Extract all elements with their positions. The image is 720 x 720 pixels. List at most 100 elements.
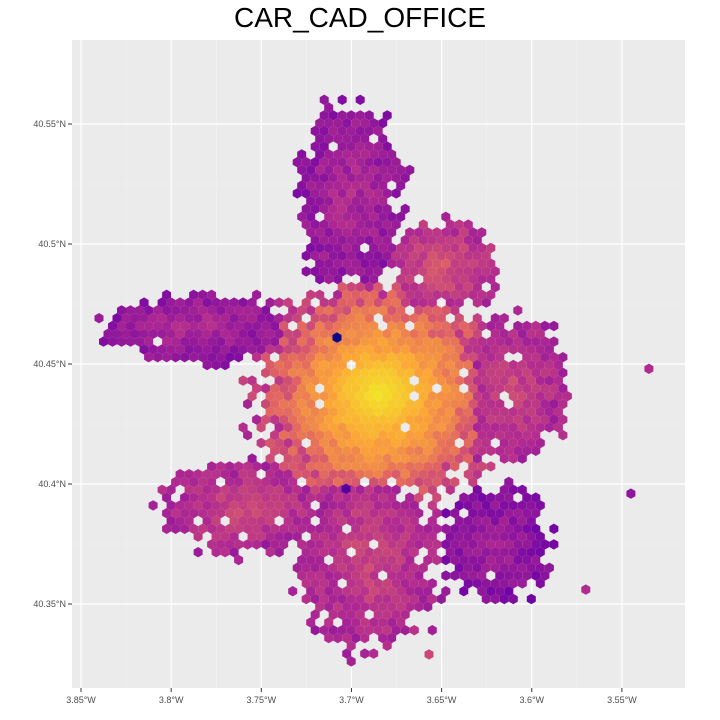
- hex-cell: [315, 133, 325, 144]
- hex-cell: [490, 344, 500, 355]
- hex-cell: [306, 352, 316, 363]
- hex-cell: [360, 118, 370, 129]
- hex-cell: [391, 609, 401, 620]
- hex-cell: [468, 508, 478, 519]
- hex-cell: [522, 320, 532, 332]
- hex-cell: [373, 141, 383, 152]
- hex-cell: [324, 445, 334, 456]
- hex-cell: [333, 632, 343, 644]
- hex-cell: [265, 406, 275, 417]
- hex-cell: [414, 367, 424, 378]
- hex-cell: [409, 313, 419, 324]
- hex-cell: [180, 305, 190, 316]
- hex-cell: [535, 391, 545, 402]
- hex-cell: [198, 320, 208, 332]
- hex-cell: [445, 453, 455, 464]
- hex-cell: [481, 562, 491, 573]
- hex-cell: [396, 414, 406, 425]
- hex-cell: [355, 328, 365, 339]
- hex-cell: [198, 352, 208, 363]
- hex-cell: [526, 344, 536, 355]
- hex-cell: [130, 313, 140, 324]
- hex-cell: [499, 578, 509, 589]
- hex-cell: [337, 94, 347, 105]
- hex-cell: [436, 313, 446, 324]
- hex-cell: [319, 266, 329, 277]
- hex-cell: [346, 157, 356, 168]
- hex-cell: [481, 359, 491, 371]
- hex-cell: [495, 539, 505, 550]
- hex-cell: [252, 352, 262, 363]
- hex-cell: [306, 476, 316, 488]
- hex-cell: [490, 515, 500, 527]
- hex-cell: [382, 437, 392, 449]
- hex-cell: [342, 461, 352, 472]
- hex-cell: [333, 398, 343, 410]
- hex-cell: [292, 406, 302, 417]
- hex-cell: [513, 320, 523, 332]
- hex-cell: [310, 406, 320, 417]
- hex-cell: [207, 336, 217, 347]
- hex-cell: [346, 640, 356, 651]
- hex-cell: [351, 242, 361, 254]
- hex-cell: [369, 648, 379, 659]
- hex-cell: [535, 578, 545, 589]
- hex-cell: [441, 211, 451, 222]
- hex-cell: [256, 531, 266, 542]
- hex-cell: [373, 188, 383, 199]
- hex-cell: [355, 235, 365, 246]
- hex-cell: [369, 289, 379, 300]
- hex-cell: [504, 586, 514, 597]
- hex-cell: [247, 500, 257, 511]
- hex-cell: [387, 367, 397, 378]
- hex-cell: [423, 274, 433, 285]
- hex-cell: [378, 133, 388, 144]
- hex-cell: [499, 484, 509, 495]
- hex-cell: [535, 359, 545, 371]
- hex-cell: [337, 500, 347, 511]
- hex-cell: [297, 305, 307, 316]
- hex-cell: [396, 180, 406, 191]
- hex-cell: [283, 328, 293, 339]
- hex-cell: [391, 406, 401, 417]
- hex-cell: [463, 578, 473, 589]
- hex-cell: [513, 445, 523, 456]
- hex-cell: [328, 375, 338, 386]
- hex-cell: [396, 367, 406, 378]
- hex-cell: [432, 305, 442, 316]
- hex-cell: [441, 274, 451, 285]
- hex-cell: [499, 375, 509, 386]
- hex-cell: [454, 250, 464, 261]
- hex-cell: [270, 523, 280, 534]
- hex-cell: [468, 383, 478, 394]
- hex-cell: [364, 453, 374, 464]
- hex-cell: [400, 172, 410, 183]
- hex-cell: [337, 453, 347, 464]
- hex-cell: [333, 180, 343, 191]
- hex-cell: [481, 266, 491, 277]
- hex-cell: [378, 398, 388, 410]
- hex-cell: [382, 640, 392, 651]
- hex-cell: [328, 609, 338, 620]
- hex-cell: [324, 164, 334, 176]
- hex-cell: [414, 398, 424, 410]
- hex-cell: [378, 461, 388, 472]
- hex-cell: [378, 149, 388, 160]
- hex-cell: [328, 250, 338, 261]
- hex-cell: [450, 258, 460, 269]
- hex-cell: [423, 445, 433, 456]
- hex-cell: [261, 383, 271, 394]
- hex-cell: [171, 305, 181, 316]
- hex-cell: [355, 110, 365, 121]
- hex-cell: [427, 313, 437, 324]
- hex-cell: [261, 508, 271, 519]
- hex-cell: [522, 430, 532, 441]
- hex-cell: [517, 547, 527, 558]
- hex-cell: [396, 398, 406, 410]
- hex-cell: [252, 461, 262, 472]
- hex-cell: [409, 266, 419, 277]
- hex-cell: [256, 484, 266, 495]
- hex-cell: [508, 593, 518, 605]
- hex-cell: [364, 375, 374, 386]
- hex-cell: [315, 164, 325, 176]
